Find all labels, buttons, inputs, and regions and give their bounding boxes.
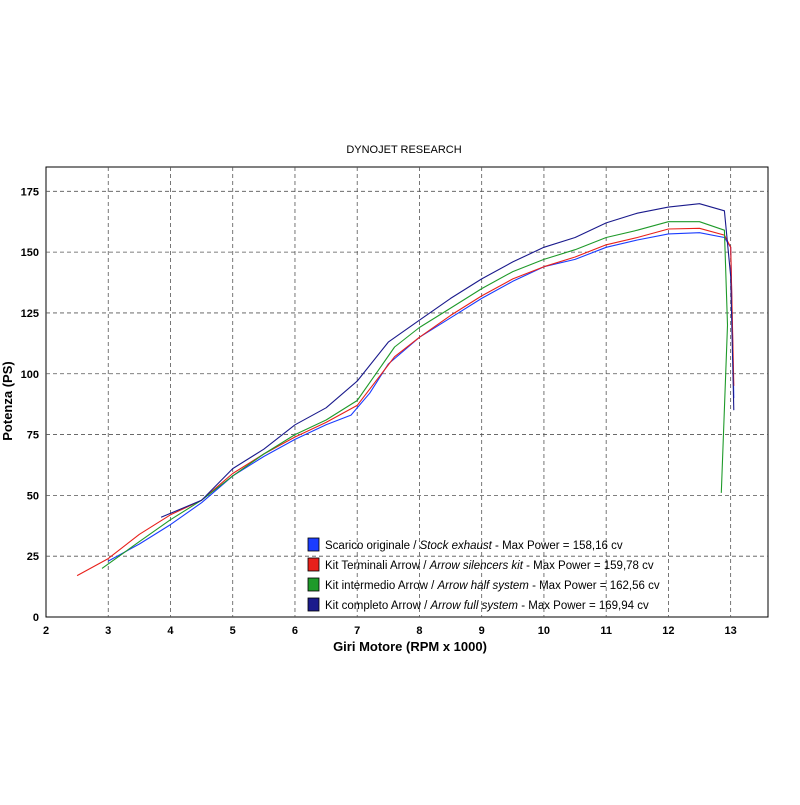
x-tick-label: 11 xyxy=(600,625,612,637)
legend-entry: Kit completo Arrow / Arrow full system -… xyxy=(325,600,649,612)
plot-area xyxy=(45,166,769,618)
legend-swatch xyxy=(307,557,320,572)
x-tick-label: 5 xyxy=(230,625,236,637)
y-tick-label: 175 xyxy=(21,186,39,198)
legend-entry: Kit intermedio Arrow / Arrow half system… xyxy=(325,580,660,592)
y-tick-label: 25 xyxy=(27,551,39,563)
series-line xyxy=(160,203,735,518)
legend-entry: Kit Terminali Arrow / Arrow silencers ki… xyxy=(325,560,654,572)
plot-frame xyxy=(45,166,769,618)
x-tick-label: 13 xyxy=(725,625,737,637)
x-tick-label: 10 xyxy=(538,625,550,637)
x-tick-label: 4 xyxy=(167,625,174,637)
x-axis-label: Giri Motore (RPM x 1000) xyxy=(333,639,487,654)
series-line xyxy=(101,221,729,569)
y-tick-label: 150 xyxy=(21,247,39,259)
legend-swatch xyxy=(307,537,320,552)
y-tick-label: 100 xyxy=(21,369,39,381)
y-axis-label: Potenza (PS) xyxy=(0,361,15,440)
x-tick-label: 2 xyxy=(43,625,49,637)
legend-swatch xyxy=(307,597,320,612)
chart-title: DYNOJET RESEARCH xyxy=(346,144,461,156)
y-tick-label: 50 xyxy=(27,490,39,502)
legend-entry: Scarico originale / Stock exhaust - Max … xyxy=(325,540,623,552)
x-tick-label: 9 xyxy=(479,625,485,637)
x-tick-label: 12 xyxy=(662,625,674,637)
y-tick-label: 125 xyxy=(21,308,39,320)
x-tick-label: 3 xyxy=(105,625,111,637)
y-tick-label: 0 xyxy=(33,612,39,624)
grid-lines xyxy=(46,167,768,617)
x-tick-label: 6 xyxy=(292,625,298,637)
series-lines xyxy=(76,203,735,577)
tick-labels: 2 3 4 5 6 7 8 9 10 11 12 13 0 25 50 75 100 125 150 175 xyxy=(21,186,737,637)
legend-swatch xyxy=(307,577,320,592)
x-tick-label: 8 xyxy=(416,625,422,637)
legend: Scarico originale / Stock exhaust - Max … xyxy=(307,537,660,612)
x-tick-label: 7 xyxy=(354,625,360,637)
y-tick-label: 75 xyxy=(27,430,39,442)
